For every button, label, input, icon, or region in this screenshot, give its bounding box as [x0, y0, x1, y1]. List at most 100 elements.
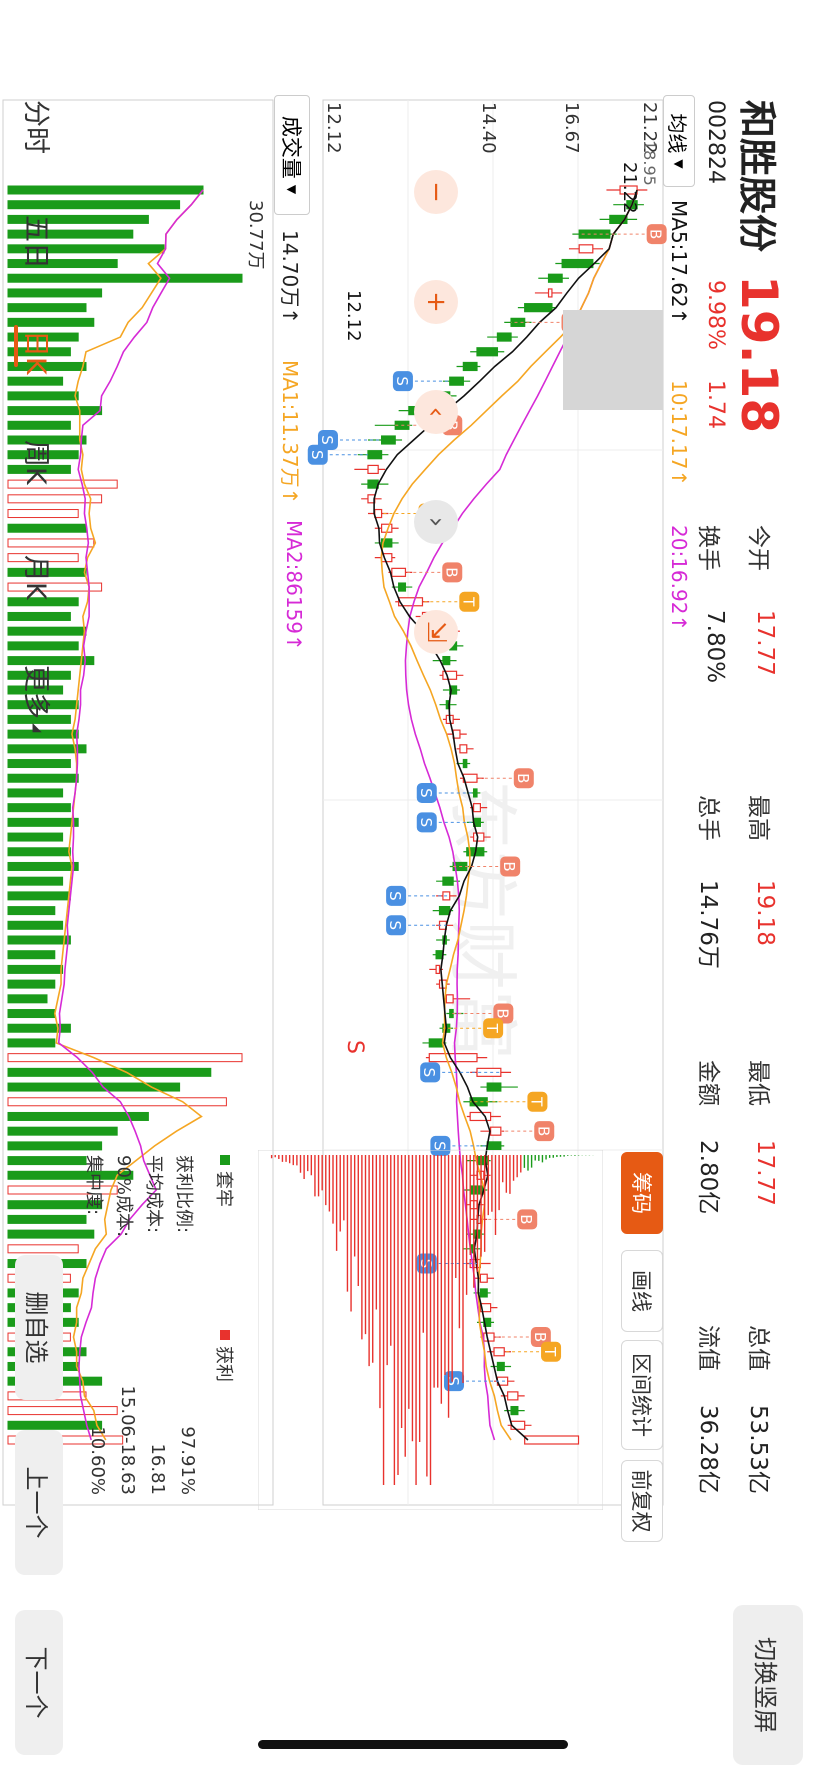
float-value-label: 流值 [695, 1325, 721, 1371]
next-stock-button[interactable]: 下一个 [15, 1610, 63, 1755]
previous-stock-button[interactable]: 上一个 [15, 1430, 63, 1575]
chip-row-value: 16.81 [147, 1443, 168, 1495]
tab-chips[interactable]: 筹码 [621, 1152, 663, 1234]
volume-bar [7, 861, 79, 871]
volume-bar [7, 229, 134, 239]
turnover-value: 7.80% [702, 610, 728, 684]
trade-marker-badge [416, 812, 437, 833]
active-tab-indicator [14, 325, 18, 367]
candle-body [442, 876, 454, 886]
stock-name: 和胜股份 [735, 100, 779, 253]
trade-marker-label: S [386, 921, 404, 931]
tab-adjust[interactable]: 前复权 [621, 1460, 663, 1542]
trade-marker-label: B [517, 1214, 535, 1224]
trade-marker-badge [534, 1121, 555, 1142]
tab-five-day[interactable]: 五日 [20, 215, 51, 269]
trade-marker-label: B [500, 861, 518, 871]
tab-intraday[interactable]: 分时 [20, 100, 51, 154]
volume-bar [7, 817, 79, 827]
trade-marker-label: S [430, 1141, 448, 1151]
tooltip-box [563, 310, 663, 410]
volume-bar [7, 935, 71, 945]
plus-icon[interactable]: + [414, 280, 458, 324]
volume-bar [7, 1229, 95, 1239]
tab-weekly-k[interactable]: 周K [20, 440, 51, 485]
volume-bar [7, 332, 79, 342]
trade-marker-label: T [483, 1023, 501, 1034]
candle-body [459, 744, 468, 754]
chip-row-label: 获利比例: [173, 1155, 194, 1234]
volume-bar [7, 464, 71, 474]
candle-body [398, 582, 407, 592]
tab-draw[interactable]: 画线 [621, 1250, 663, 1332]
vol-value: 14.70万↑ [278, 230, 302, 325]
chip-row: 集中度: 10.60% [78, 1155, 108, 1495]
volume-bar [7, 420, 71, 430]
remove-watchlist-button[interactable]: 删自选 [15, 1255, 63, 1400]
candle-body [496, 332, 512, 342]
volume-bar [7, 185, 204, 195]
trade-marker-badge [459, 591, 480, 612]
y-label-bottom: 12.12 [323, 102, 344, 154]
next-icon[interactable]: › [414, 500, 458, 544]
volume-bar [7, 729, 79, 739]
tab-more[interactable]: 更多 ◢ [19, 665, 58, 732]
volume-bar [7, 1156, 87, 1166]
trade-marker-badge [513, 768, 534, 789]
trade-marker-label: T [541, 1346, 559, 1357]
volume-bar [7, 361, 87, 371]
open-value: 17.77 [752, 610, 778, 676]
legend-trapped: 套牢 [212, 1155, 238, 1207]
kline-chart: 东方财富 BBSBSSTBTBSSBSSBTSTBSBSBTS 21.22 16… [2, 99, 667, 1506]
trade-marker-label: S [420, 1068, 438, 1078]
low-mark: 12.12 [343, 290, 364, 342]
trade-marker-badge [541, 1341, 562, 1362]
volume-bar [7, 1170, 134, 1180]
candle-body [479, 1273, 488, 1283]
volume-bar [7, 1009, 56, 1019]
volume-bar [7, 479, 118, 489]
prev-icon[interactable]: ‹ [414, 390, 458, 434]
candle-body [524, 1435, 580, 1445]
volume-bar [7, 582, 103, 592]
volume-bar [7, 214, 149, 224]
candle-body [472, 803, 481, 813]
candle-body [486, 1141, 502, 1151]
candle-body [442, 655, 451, 666]
shrink-icon[interactable]: ⇲ [414, 610, 458, 654]
tab-monthly-k[interactable]: 月K [20, 555, 51, 600]
tab-daily-k[interactable]: 日K [20, 330, 51, 375]
trade-marker-label: S [444, 1376, 462, 1386]
candle-body [469, 1111, 492, 1122]
candle-body [435, 964, 441, 975]
switch-portrait-button[interactable]: 切换竖屏 [733, 1605, 803, 1765]
trapped-label: 套牢 [213, 1171, 234, 1207]
trade-marker-label: B [531, 1332, 549, 1342]
tab-range-stats[interactable]: 区间统计 [621, 1340, 663, 1450]
candle-body [476, 347, 499, 357]
volume-bar [7, 685, 64, 695]
vol-ma2-line [57, 189, 204, 1441]
dropdown-arrow-icon: ▼ [672, 159, 686, 169]
candle-body [367, 450, 383, 460]
volume-bar [7, 1141, 103, 1151]
change-value: 1.74 [703, 380, 728, 429]
minus-icon[interactable]: − [414, 170, 458, 214]
volume-bar [7, 994, 48, 1004]
trade-marker-label: S [393, 376, 411, 386]
chip-row-value: 97.91% [177, 1426, 198, 1495]
trade-marker-badge [307, 444, 328, 465]
trade-marker-badge [430, 1135, 451, 1156]
volume-bar [7, 626, 87, 636]
volume-bar [7, 670, 71, 680]
volume-bar [7, 847, 71, 857]
volume-mode-select[interactable]: 成交量 ▼ [274, 95, 310, 215]
trade-marker-badge [483, 1018, 504, 1039]
y-label-top: 21.22 [639, 102, 660, 154]
high-mark: 21.22 [619, 162, 640, 214]
volume-bar [7, 1067, 212, 1077]
volume-bar [7, 406, 103, 416]
volume-bar [7, 317, 95, 327]
